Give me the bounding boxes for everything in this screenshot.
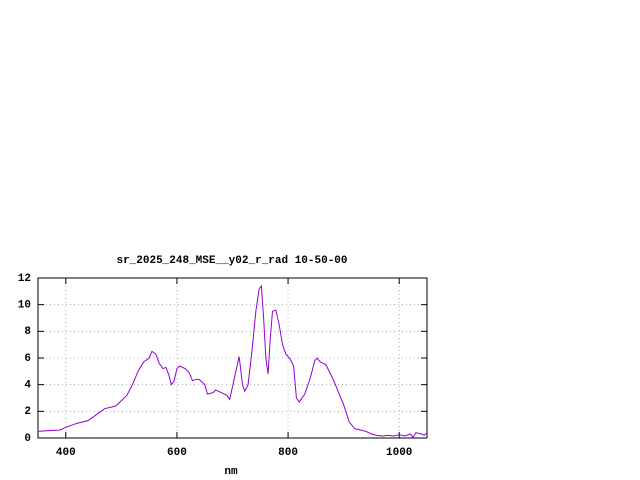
x-tick-label: 600 <box>167 447 187 459</box>
x-tick-label: 400 <box>56 447 76 459</box>
y-tick-label: 0 <box>24 433 31 445</box>
y-tick-label: 6 <box>24 353 31 365</box>
plot-frame <box>37 277 428 439</box>
chart-title: sr_2025_248_MSE__y02_r_rad 10-50-00 <box>116 255 347 267</box>
x-axis-label: nm <box>224 466 238 478</box>
y-tick-label: 4 <box>24 380 31 392</box>
y-tick-label: 10 <box>18 300 31 312</box>
y-tick-label: 2 <box>24 406 31 418</box>
x-tick-label: 800 <box>278 447 298 459</box>
data-line <box>37 284 428 439</box>
y-tick-label: 8 <box>24 326 31 338</box>
y-tick-label: 12 <box>18 273 31 285</box>
x-tick-label: 1000 <box>386 447 412 459</box>
